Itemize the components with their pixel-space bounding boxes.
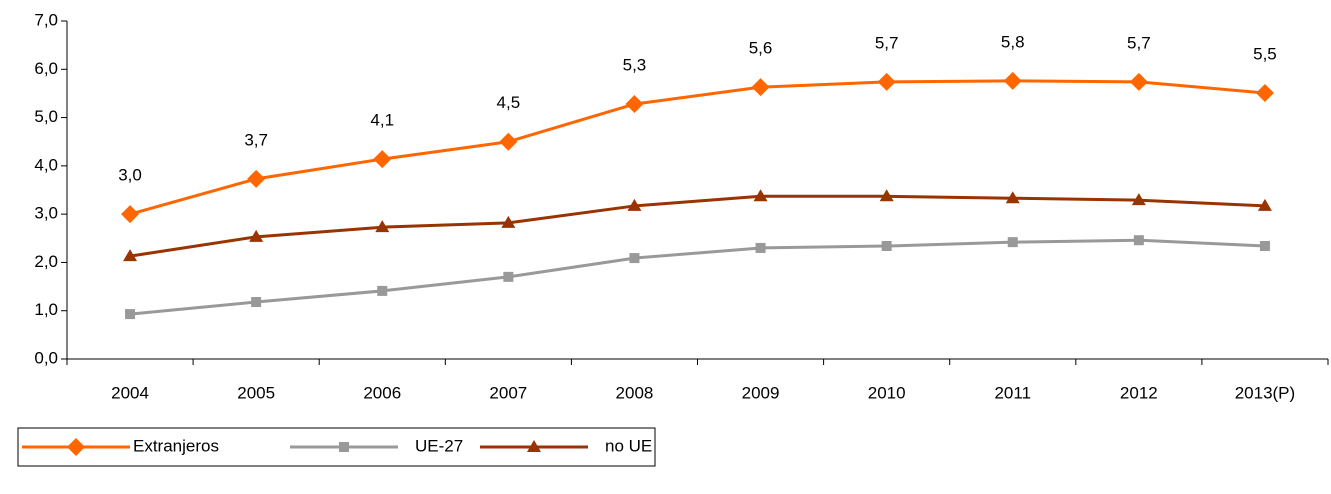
legend-marker: [339, 442, 349, 452]
point: [251, 297, 262, 308]
y-tick-label: 4,0: [34, 155, 58, 174]
point: [373, 150, 392, 169]
x-tick-label: 2006: [363, 383, 401, 402]
point: [503, 271, 514, 282]
point: [881, 241, 892, 252]
x-tick-label: 2009: [742, 383, 780, 402]
point: [501, 215, 516, 228]
data-label: 5,5: [1253, 44, 1277, 63]
x-tick-label: 2007: [489, 383, 527, 402]
data-label: 3,0: [118, 166, 142, 185]
legend-marker: [67, 438, 85, 456]
legend-label: no UE: [605, 436, 652, 455]
x-tick-label: 2008: [616, 383, 654, 402]
point: [247, 169, 266, 188]
point: [121, 205, 140, 224]
x-tick-label: 2013(P): [1235, 383, 1295, 402]
y-tick-label: 2,0: [34, 252, 58, 271]
point: [1003, 71, 1022, 90]
point: [625, 95, 644, 114]
y-tick-label: 1,0: [34, 300, 58, 319]
point: [249, 229, 264, 242]
point: [879, 189, 894, 202]
point: [375, 220, 390, 233]
point: [125, 309, 136, 320]
series-line: [129, 194, 1266, 258]
y-tick-label: 0,0: [34, 348, 58, 367]
point: [753, 189, 768, 202]
data-label: 3,7: [244, 130, 268, 149]
x-tick-label: 2005: [237, 383, 275, 402]
point: [1131, 193, 1146, 206]
x-tick-label: 2011: [994, 383, 1031, 402]
data-label: 5,7: [875, 33, 899, 52]
point: [1005, 191, 1020, 204]
x-tick-label: 2012: [1120, 383, 1158, 402]
point: [1259, 241, 1270, 252]
series-line: [129, 79, 1266, 216]
data-label: 5,8: [1001, 32, 1025, 51]
data-label: 4,1: [370, 111, 394, 130]
data-label: 5,7: [1127, 33, 1151, 52]
legend-marker: [527, 440, 541, 452]
point: [377, 285, 388, 296]
point: [123, 249, 138, 262]
series-line: [129, 238, 1266, 316]
point: [877, 72, 896, 91]
point: [1007, 237, 1018, 248]
data-label: 5,3: [623, 56, 647, 75]
point: [1255, 83, 1274, 102]
point: [499, 132, 518, 151]
data-label: 4,5: [497, 93, 521, 112]
point: [1257, 198, 1272, 211]
legend-label: UE-27: [415, 436, 463, 455]
point: [755, 242, 766, 253]
x-tick-label: 2004: [111, 383, 149, 402]
y-tick-label: 3,0: [34, 204, 58, 223]
point: [1129, 72, 1148, 91]
data-label: 5,6: [749, 39, 773, 58]
x-tick-label: 2010: [868, 383, 906, 402]
point: [629, 253, 640, 264]
point: [1133, 235, 1144, 246]
y-tick-label: 7,0: [34, 10, 58, 29]
y-tick-label: 5,0: [34, 107, 58, 126]
point: [627, 198, 642, 211]
legend-label: Extranjeros: [133, 436, 219, 455]
point: [751, 78, 770, 97]
y-tick-label: 6,0: [34, 59, 58, 78]
